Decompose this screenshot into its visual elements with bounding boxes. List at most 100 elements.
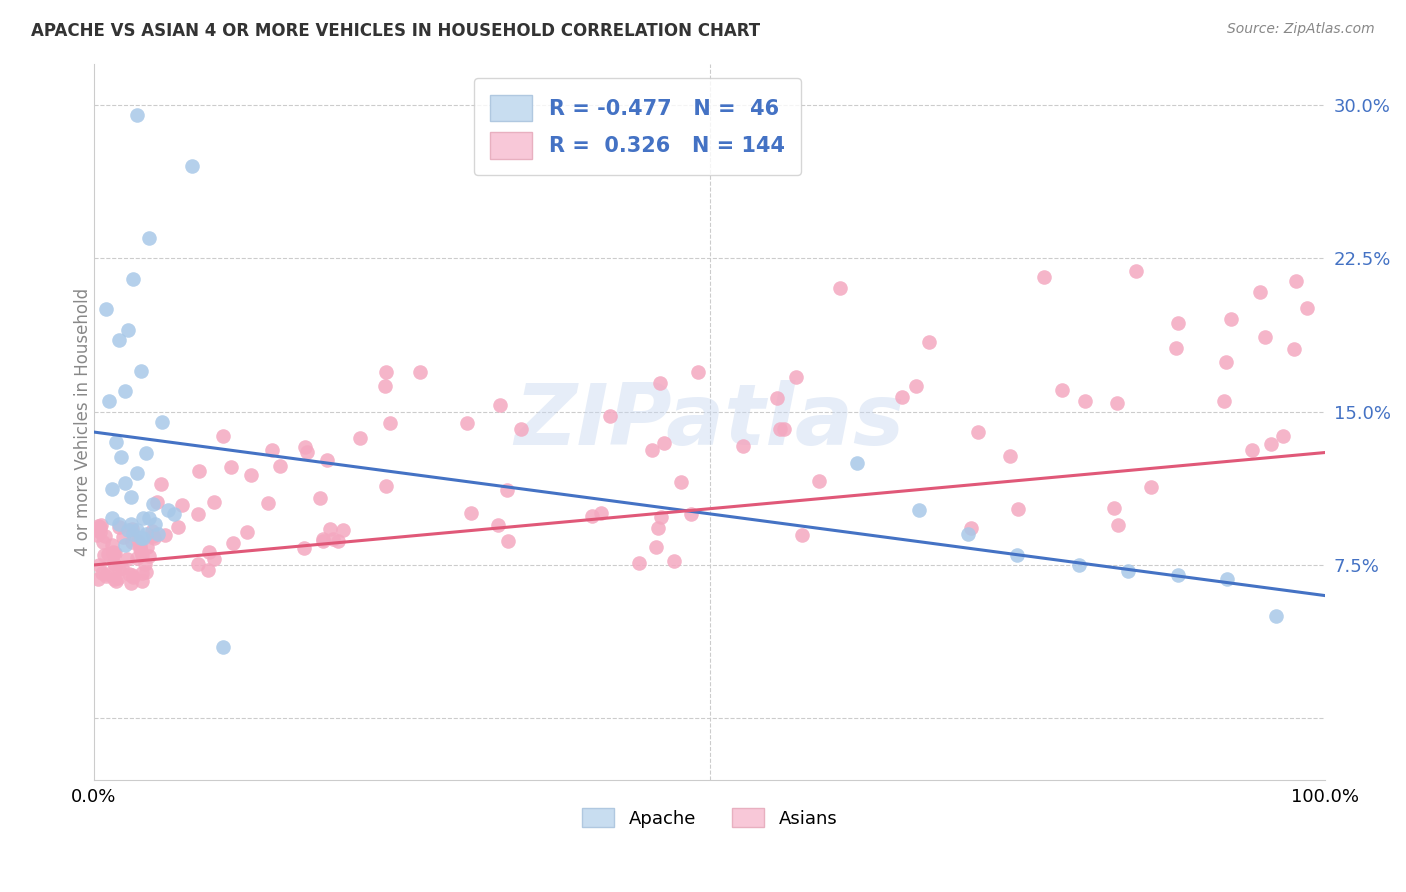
Point <box>1265 609 1288 624</box>
Point <box>131 574 153 588</box>
Point <box>1073 394 1095 409</box>
Point <box>132 532 155 546</box>
Point <box>322 532 344 546</box>
Point <box>122 527 145 541</box>
Point <box>380 416 402 430</box>
Point <box>122 271 145 285</box>
Point <box>129 532 152 546</box>
Point <box>121 568 143 582</box>
Point <box>957 527 980 541</box>
Point <box>121 535 143 549</box>
Point <box>93 548 115 562</box>
Point <box>830 280 852 294</box>
Point <box>641 442 664 457</box>
Point <box>1260 437 1282 451</box>
Point <box>211 429 233 443</box>
Point <box>166 520 188 534</box>
Point <box>125 551 148 566</box>
Point <box>1254 330 1277 344</box>
Point <box>332 524 354 538</box>
Point <box>1050 383 1073 397</box>
Point <box>456 417 478 431</box>
Point <box>1249 285 1271 299</box>
Point <box>146 495 169 509</box>
Point <box>772 422 794 436</box>
Point <box>125 108 148 122</box>
Point <box>181 159 204 173</box>
Point <box>121 522 143 536</box>
Point <box>262 443 284 458</box>
Point <box>236 525 259 540</box>
Point <box>125 466 148 480</box>
Point <box>153 528 176 542</box>
Point <box>131 566 153 581</box>
Point <box>112 530 135 544</box>
Point <box>766 391 789 405</box>
Point <box>104 547 127 561</box>
Point <box>97 394 120 409</box>
Point <box>128 541 150 556</box>
Point <box>581 509 603 524</box>
Point <box>662 554 685 568</box>
Point <box>87 572 110 586</box>
Point <box>135 527 157 541</box>
Point <box>1240 443 1263 458</box>
Point <box>1220 312 1243 326</box>
Point <box>120 575 142 590</box>
Point <box>94 569 117 583</box>
Point <box>240 467 263 482</box>
Point <box>1213 393 1236 408</box>
Point <box>295 445 318 459</box>
Point <box>141 524 163 538</box>
Point <box>1282 343 1305 357</box>
Point <box>1285 274 1308 288</box>
Point <box>108 562 131 576</box>
Point <box>107 517 129 532</box>
Point <box>790 528 813 542</box>
Point <box>117 523 139 537</box>
Point <box>145 517 167 532</box>
Point <box>312 533 335 547</box>
Point <box>1067 558 1090 572</box>
Point <box>292 541 315 556</box>
Point <box>103 546 125 560</box>
Point <box>599 409 621 424</box>
Point <box>127 533 149 548</box>
Point <box>101 545 124 559</box>
Point <box>318 522 340 536</box>
Point <box>269 459 291 474</box>
Point <box>87 558 110 573</box>
Point <box>172 498 194 512</box>
Point <box>326 533 349 548</box>
Point <box>669 475 692 489</box>
Point <box>198 545 221 559</box>
Text: APACHE VS ASIAN 4 OR MORE VEHICLES IN HOUSEHOLD CORRELATION CHART: APACHE VS ASIAN 4 OR MORE VEHICLES IN HO… <box>31 22 761 40</box>
Point <box>1102 501 1125 516</box>
Point <box>1007 502 1029 516</box>
Point <box>1116 564 1139 578</box>
Point <box>202 495 225 509</box>
Point <box>960 521 983 535</box>
Point <box>131 544 153 558</box>
Point <box>1105 396 1128 410</box>
Point <box>349 431 371 445</box>
Point <box>156 502 179 516</box>
Point <box>375 365 398 379</box>
Point <box>101 483 124 497</box>
Point <box>890 390 912 404</box>
Point <box>125 523 148 537</box>
Point <box>111 560 134 574</box>
Point <box>104 558 127 573</box>
Point <box>1167 316 1189 330</box>
Point <box>202 552 225 566</box>
Point <box>128 539 150 553</box>
Point <box>1272 429 1295 443</box>
Point <box>1107 517 1129 532</box>
Point <box>96 302 118 317</box>
Point <box>309 491 332 505</box>
Point <box>163 507 186 521</box>
Point <box>1167 568 1189 582</box>
Point <box>905 379 928 393</box>
Legend: Apache, Asians: Apache, Asians <box>574 801 845 835</box>
Point <box>86 519 108 533</box>
